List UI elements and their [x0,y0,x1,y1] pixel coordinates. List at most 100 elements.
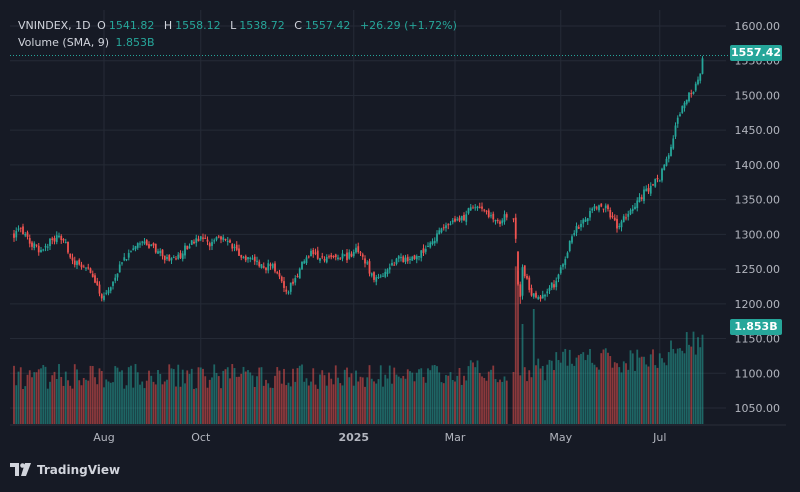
candle-body [114,277,117,281]
volume-bar [58,364,60,424]
candle-body [157,251,159,254]
candle-body [649,185,652,194]
volume-bar [109,382,112,424]
volume-bar [463,375,465,424]
volume-bar [472,362,474,424]
candle-body [341,253,344,259]
candle-body [454,218,456,222]
volume-bar [535,365,537,424]
candle-body [58,235,60,237]
candle-body [226,240,229,242]
volume-bar [82,378,85,424]
candle-body [499,221,501,224]
volume-bar [235,376,238,424]
candle-body [224,238,227,241]
volume-bar [631,353,634,424]
price-tick-label: 1150.00 [735,333,781,346]
candle-body [130,251,132,253]
volume-bar [683,353,686,424]
volume-bar [193,388,195,424]
candle-body [184,245,186,256]
candle-body [469,207,472,211]
candle-body [537,297,540,300]
volume-bar [661,358,663,424]
candle-body [485,210,488,212]
candle-body [350,253,353,257]
candle-body [181,253,184,260]
volume-bar [546,364,549,424]
candle-body [136,243,139,248]
volume-bar [289,386,292,424]
open-label: O [97,19,106,32]
candle-body [334,254,337,258]
volume-bar [60,376,63,424]
candle-body [395,258,398,265]
volume-bar [505,380,508,424]
volume-label[interactable]: Volume (SMA, 9) [18,36,109,49]
symbol-label[interactable]: VNINDEX, 1D [18,19,91,32]
candle-body [303,261,306,264]
candle-body [629,210,632,215]
candle-body [64,242,67,244]
last-volume-badge: 1.853B [730,319,782,335]
volume-bar [188,373,191,424]
candle-body [665,158,668,166]
candle-body [386,269,389,274]
candle-body [681,106,684,113]
candle-body [458,217,461,221]
volume-bar [242,366,245,424]
volume-bar [523,367,526,424]
volume-bar [373,381,375,424]
candle-body [40,249,42,253]
candle-body [262,266,265,268]
candle-body [346,252,348,261]
candle-body [118,264,121,273]
volume-bar [514,266,517,424]
volume-bar [202,368,204,424]
candle-body [699,73,702,81]
tradingview-logo[interactable]: TradingView [10,461,120,479]
volume-bar [559,362,562,424]
candle-body [582,219,585,224]
volume-bar [195,388,198,424]
candle-body [148,244,150,248]
candle-body [94,275,96,283]
volume-bar [323,375,326,424]
volume-bar [181,369,184,424]
candle-body [631,208,634,211]
volume-value: 1.853B [115,36,155,49]
candle-body [352,252,355,257]
candle-body [463,214,465,221]
candle-body [501,220,504,224]
candle-body [474,207,477,209]
price-tick-label: 1400.00 [735,159,781,172]
volume-bar [87,380,90,424]
volume-bar [69,385,72,424]
volume-bar [114,366,117,424]
candle-body [658,180,661,182]
candle-body [622,216,625,223]
candle-body [186,245,189,250]
volume-bar [379,365,382,424]
candle-body [267,263,270,271]
candle-body [49,238,51,247]
time-axis[interactable]: Aug Oct 2025 Mar May Jul [93,431,666,444]
volume-bar [465,380,468,424]
volume-bar [49,381,51,424]
volume-bar [78,380,81,424]
candle-body [418,256,420,258]
volume-bar [175,386,177,424]
candle-body [535,292,537,298]
volume-bar [222,370,225,424]
candle-body [694,83,697,91]
candle-body [285,289,288,292]
volume-bar [681,350,684,424]
candle-body [451,220,454,223]
volume-bar [280,383,283,424]
candle-body [312,249,315,255]
price-axis[interactable]: 1050.00 1100.00 1150.00 1200.00 1250.00 1300.… [735,20,781,415]
candle-body [575,226,578,233]
candle-body [247,257,249,260]
